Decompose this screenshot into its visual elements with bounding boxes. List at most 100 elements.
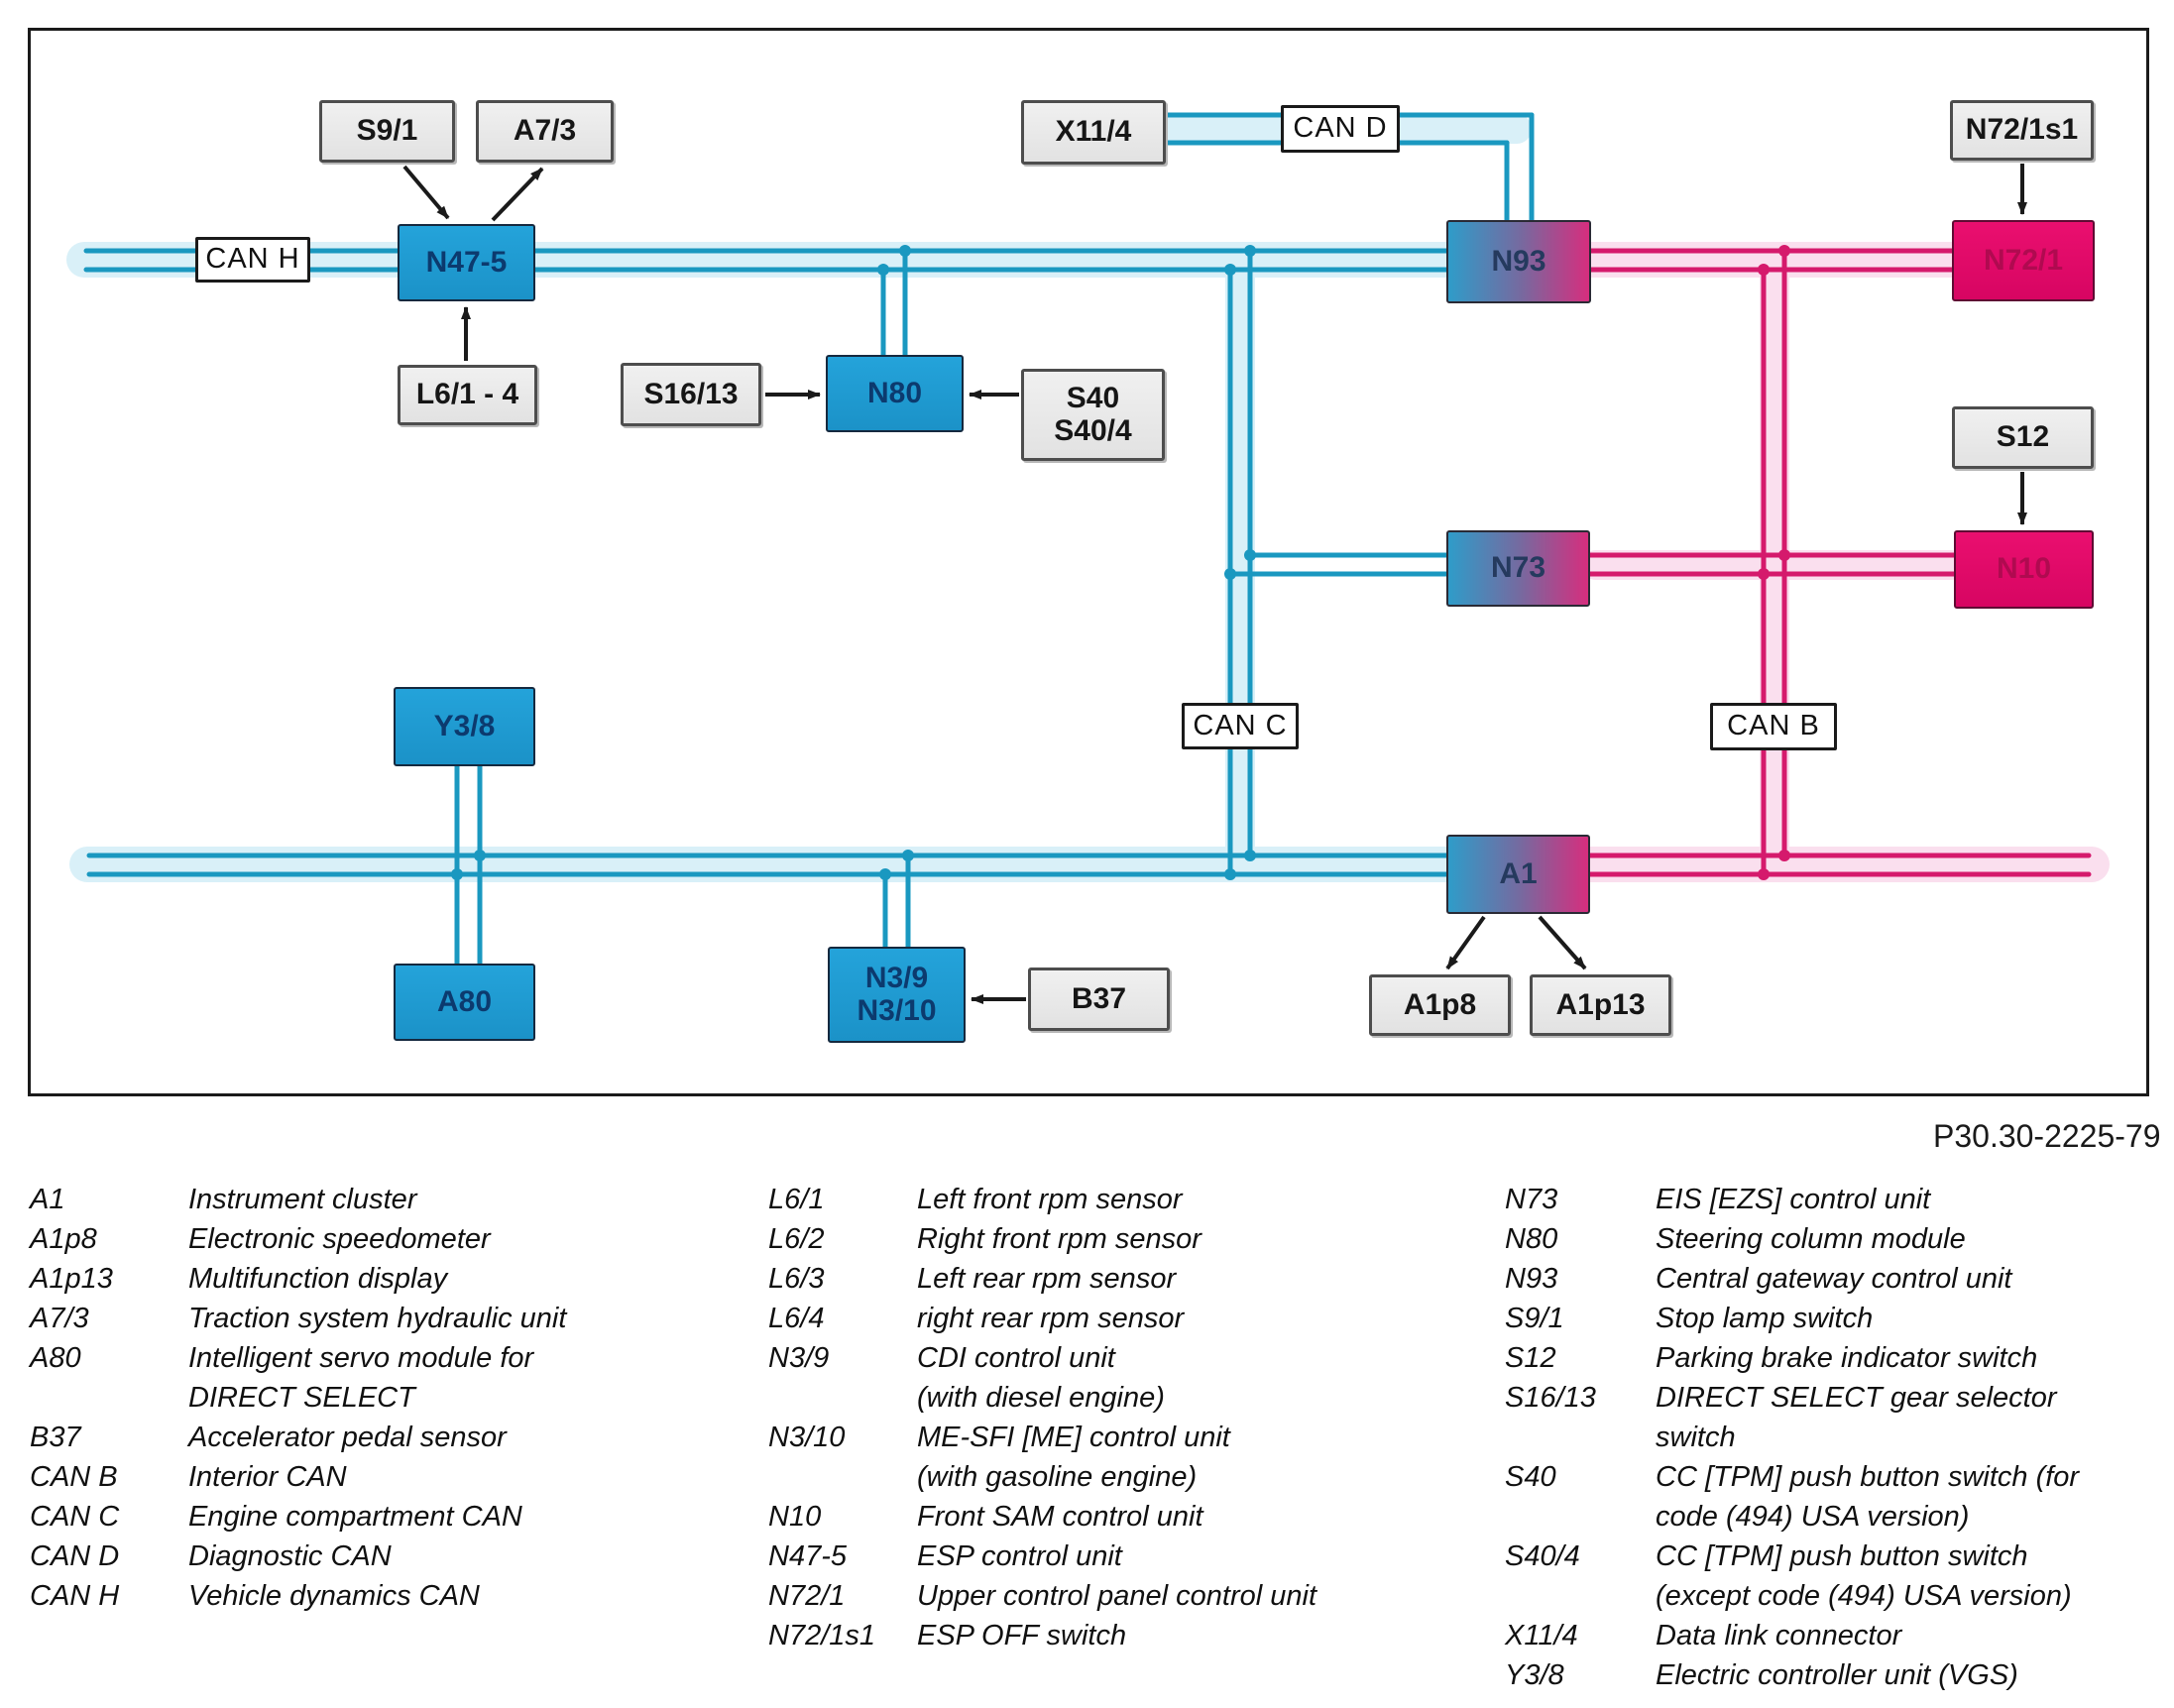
legend-term-a80: A80 <box>30 1342 81 1374</box>
legend-desc: (except code (494) USA version) <box>1656 1580 2072 1612</box>
node-n10: N10 <box>1954 530 2094 609</box>
legend-term-can-d: CAN D <box>30 1540 120 1572</box>
legend-desc: DIRECT SELECT <box>188 1382 415 1414</box>
node-a7-3: A7/3 <box>476 100 614 163</box>
node-text: S40/4 <box>1054 413 1132 447</box>
bus-label-can-d: CAN D <box>1281 105 1400 153</box>
legend-desc: ESP OFF switch <box>917 1620 1127 1651</box>
node-text: X11/4 <box>1055 115 1132 149</box>
node-text: CAN C <box>1193 709 1288 741</box>
node-text: L6/1 - 4 <box>415 378 519 411</box>
legend-term-s40-4: S40/4 <box>1505 1540 1580 1572</box>
node-n93: N93 <box>1446 220 1591 303</box>
node-text: N3/9 <box>864 962 929 995</box>
legend-term-y3-8: Y3/8 <box>1505 1659 1564 1691</box>
legend-term-can-b: CAN B <box>30 1461 118 1493</box>
legend-desc: Intelligent servo module for <box>188 1342 534 1374</box>
node-n72-1: N72/1 <box>1952 220 2095 301</box>
node-text: N73 <box>1490 551 1546 585</box>
legend-term-can-c: CAN C <box>30 1501 120 1533</box>
legend-desc: code (494) USA version) <box>1656 1501 1970 1533</box>
legend-term-l6-4: L6/4 <box>768 1303 825 1334</box>
legend-desc: ESP control unit <box>917 1540 1122 1572</box>
node-s16-13: S16/13 <box>621 363 761 426</box>
diagram-border <box>28 28 2149 1096</box>
legend-desc: Diagnostic CAN <box>188 1540 392 1572</box>
legend-term-s9-1: S9/1 <box>1505 1303 1564 1334</box>
node-text: CAN D <box>1293 112 1388 145</box>
legend-desc: Instrument cluster <box>188 1184 417 1215</box>
legend-desc: Vehicle dynamics CAN <box>188 1580 480 1612</box>
node-n80: N80 <box>826 355 964 432</box>
legend-desc: Central gateway control unit <box>1656 1263 2012 1295</box>
legend-term-n3-10: N3/10 <box>768 1422 846 1453</box>
node-text: CAN B <box>1727 710 1820 742</box>
node-text: N93 <box>1491 244 1546 278</box>
legend-desc: CC [TPM] push button switch <box>1656 1540 2028 1572</box>
legend-desc: switch <box>1656 1422 1736 1453</box>
legend-desc: CDI control unit <box>917 1342 1115 1374</box>
legend-desc: Engine compartment CAN <box>188 1501 522 1533</box>
node-text: N72/1s1 <box>1965 113 2079 147</box>
node-a1p8: A1p8 <box>1369 974 1511 1036</box>
node-text: N47-5 <box>425 245 508 279</box>
legend-term-s40: S40 <box>1505 1461 1556 1493</box>
legend-term-a1: A1 <box>30 1184 65 1215</box>
node-text: S40 <box>1066 382 1120 415</box>
legend-term-l6-1: L6/1 <box>768 1184 825 1215</box>
legend-desc: Electric controller unit (VGS) <box>1656 1659 2018 1691</box>
legend-desc: Traction system hydraulic unit <box>188 1303 567 1334</box>
legend-desc: CC [TPM] push button switch (for <box>1656 1461 2080 1493</box>
node-a1p13: A1p13 <box>1530 974 1671 1036</box>
legend-term-n72-1: N72/1 <box>768 1580 846 1612</box>
legend-term-a1p8: A1p8 <box>30 1223 97 1255</box>
legend-desc: (with diesel engine) <box>917 1382 1165 1414</box>
node-text: S9/1 <box>356 114 418 148</box>
node-s12: S12 <box>1952 406 2094 469</box>
legend-term-a1p13: A1p13 <box>30 1263 113 1295</box>
legend-term-n72-1s1: N72/1s1 <box>768 1620 876 1651</box>
legend-term-n47-5: N47-5 <box>768 1540 847 1572</box>
node-text: A1p8 <box>1403 987 1477 1021</box>
legend-term-l6-2: L6/2 <box>768 1223 825 1255</box>
drawing-number: P30.30-2225-79 <box>1933 1118 2161 1154</box>
node-text: A7/3 <box>513 114 577 148</box>
node-n47-5: N47-5 <box>398 224 535 301</box>
node-text: B37 <box>1071 981 1127 1015</box>
legend-term-s16-13: S16/13 <box>1505 1382 1596 1414</box>
node-text: Y3/8 <box>433 709 496 742</box>
node-n3-9-n3-10: N3/9 N3/10 <box>828 947 966 1043</box>
bus-label-can-b: CAN B <box>1710 703 1837 750</box>
node-l6-1-4: L6/1 - 4 <box>398 365 537 425</box>
legend-term-n73: N73 <box>1505 1184 1558 1215</box>
node-n72-1s1: N72/1s1 <box>1950 100 2094 161</box>
node-text: N72/1 <box>1983 243 2064 277</box>
legend-term-n10: N10 <box>768 1501 822 1533</box>
legend-term-n80: N80 <box>1505 1223 1558 1255</box>
legend-term-can-h: CAN H <box>30 1580 120 1612</box>
bus-label-can-c: CAN C <box>1182 703 1299 749</box>
legend-desc: ME-SFI [ME] control unit <box>917 1422 1230 1453</box>
legend-term-n93: N93 <box>1505 1263 1558 1295</box>
legend-term-s12: S12 <box>1505 1342 1556 1374</box>
legend-desc: Upper control panel control unit <box>917 1580 1317 1612</box>
node-text: A80 <box>436 984 493 1018</box>
node-s9-1: S9/1 <box>319 100 455 163</box>
legend-term-l6-3: L6/3 <box>768 1263 825 1295</box>
legend-desc: Left rear rpm sensor <box>917 1263 1177 1295</box>
bus-label-can-h: CAN H <box>195 237 310 283</box>
node-text: N80 <box>866 376 923 409</box>
legend-term-b37: B37 <box>30 1422 81 1453</box>
node-y3-8: Y3/8 <box>394 687 535 766</box>
legend-desc: Left front rpm sensor <box>917 1184 1183 1215</box>
node-s40-s40-4: S40 S40/4 <box>1021 369 1165 461</box>
legend-desc: Data link connector <box>1656 1620 1902 1651</box>
node-a80: A80 <box>394 964 535 1041</box>
legend-desc: (with gasoline engine) <box>917 1461 1198 1493</box>
legend-desc: EIS [EZS] control unit <box>1656 1184 1931 1215</box>
node-text: S16/13 <box>643 377 739 410</box>
node-n73: N73 <box>1446 530 1590 607</box>
node-text: A1p13 <box>1555 987 1646 1021</box>
node-text: S12 <box>1996 420 2050 454</box>
